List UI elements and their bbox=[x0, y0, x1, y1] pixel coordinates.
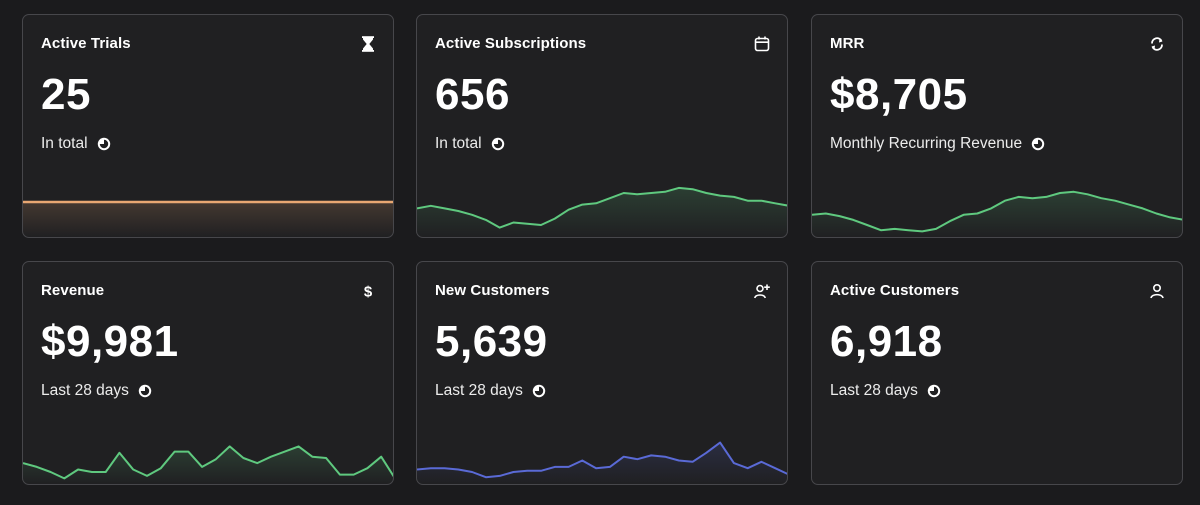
card-subtitle-row: In total bbox=[435, 135, 505, 153]
sparkline-area bbox=[23, 446, 393, 484]
info-pie-icon[interactable] bbox=[491, 137, 505, 151]
card-title: Active Subscriptions bbox=[435, 35, 587, 52]
card-subtitle: In total bbox=[41, 135, 88, 152]
card-revenue[interactable]: Revenue $ $9,981 Last 28 days bbox=[22, 261, 394, 485]
info-pie-icon[interactable] bbox=[532, 384, 546, 398]
card-value: $9,981 bbox=[41, 317, 179, 366]
mrr-sparkline bbox=[812, 162, 1182, 237]
card-new-customers[interactable]: New Customers 5,639 Last 28 days bbox=[416, 261, 788, 485]
card-value: $8,705 bbox=[830, 70, 968, 119]
card-title: Revenue bbox=[41, 282, 105, 299]
sparkline-area bbox=[812, 191, 1182, 237]
card-subtitle-row: In total bbox=[41, 135, 111, 153]
card-subtitle-row: Last 28 days bbox=[41, 382, 152, 400]
user-plus-icon bbox=[753, 282, 771, 300]
card-active-customers[interactable]: Active Customers 6,918 Last 28 days bbox=[811, 261, 1183, 485]
info-pie-icon[interactable] bbox=[138, 384, 152, 398]
card-title: MRR bbox=[830, 35, 865, 52]
card-title: Active Trials bbox=[41, 35, 131, 52]
info-pie-icon[interactable] bbox=[927, 384, 941, 398]
card-subtitle-row: Last 28 days bbox=[830, 382, 941, 400]
card-mrr[interactable]: MRR $8,705 Monthly Recurring Revenue bbox=[811, 14, 1183, 238]
card-value: 6,918 bbox=[830, 317, 943, 366]
new-customers-sparkline bbox=[417, 409, 787, 484]
info-pie-icon[interactable] bbox=[97, 137, 111, 151]
card-subtitle: Last 28 days bbox=[435, 382, 523, 399]
sparkline-series-line bbox=[417, 186, 787, 229]
sparkline-area bbox=[23, 202, 393, 237]
calendar-icon bbox=[753, 35, 771, 53]
card-subtitle: Last 28 days bbox=[830, 382, 918, 399]
card-subtitle: Monthly Recurring Revenue bbox=[830, 135, 1023, 152]
card-title: New Customers bbox=[435, 282, 550, 299]
sparkline-series-line bbox=[812, 190, 1182, 233]
user-icon bbox=[1148, 282, 1166, 300]
card-active-subscriptions[interactable]: Active Subscriptions 656 In total bbox=[416, 14, 788, 238]
card-subtitle: In total bbox=[435, 135, 482, 152]
sparkline-area bbox=[417, 442, 787, 484]
card-subtitle-row: Last 28 days bbox=[435, 382, 546, 400]
sparkline-series-line bbox=[417, 441, 787, 479]
card-value: 656 bbox=[435, 70, 510, 119]
hourglass-icon bbox=[359, 35, 377, 53]
active-trials-sparkline bbox=[23, 162, 393, 237]
dollar-icon: $ bbox=[359, 282, 377, 301]
refresh-icon bbox=[1148, 35, 1166, 53]
card-active-trials[interactable]: Active Trials 25 In total bbox=[22, 14, 394, 238]
sparkline-area bbox=[417, 187, 787, 237]
card-value: 25 bbox=[41, 70, 91, 119]
sparkline-series-line bbox=[23, 445, 393, 480]
card-value: 5,639 bbox=[435, 317, 548, 366]
revenue-sparkline bbox=[23, 409, 393, 484]
card-subtitle: Last 28 days bbox=[41, 382, 129, 399]
info-pie-icon[interactable] bbox=[1031, 137, 1045, 151]
active-subscriptions-sparkline bbox=[417, 162, 787, 237]
card-subtitle-row: Monthly Recurring Revenue bbox=[830, 135, 1045, 153]
svg-text:$: $ bbox=[364, 284, 373, 301]
card-title: Active Customers bbox=[830, 282, 960, 299]
